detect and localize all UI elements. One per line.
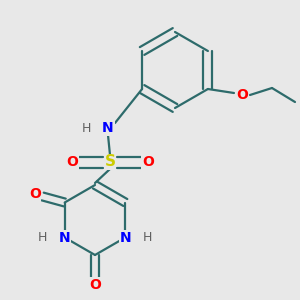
Text: H: H xyxy=(38,231,47,244)
Text: O: O xyxy=(66,155,78,169)
Text: H: H xyxy=(81,122,91,134)
Text: N: N xyxy=(102,121,114,135)
Text: O: O xyxy=(142,155,154,169)
Text: N: N xyxy=(59,230,70,244)
Text: O: O xyxy=(29,188,40,202)
Text: H: H xyxy=(142,231,152,244)
Text: N: N xyxy=(119,230,131,244)
Text: O: O xyxy=(89,278,101,292)
Text: O: O xyxy=(236,88,248,102)
Text: S: S xyxy=(104,154,116,169)
